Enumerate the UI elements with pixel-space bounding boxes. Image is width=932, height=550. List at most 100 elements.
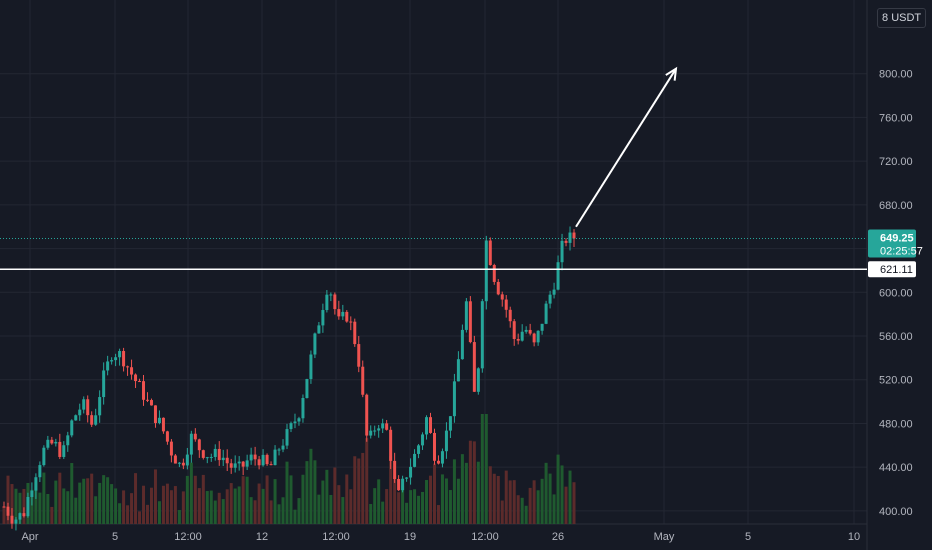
volume-bar [130, 493, 134, 524]
volume-bar [409, 490, 413, 524]
volume-bar [305, 461, 309, 524]
x-tick-label: 5 [745, 531, 751, 543]
volume-bar [126, 505, 130, 524]
candle-body [436, 460, 440, 464]
candle-body [520, 331, 524, 341]
candle-body [456, 359, 460, 382]
volume-bar [94, 496, 98, 524]
volume-bar [18, 492, 22, 524]
candle-body [349, 321, 353, 323]
volume-bar [249, 497, 253, 524]
volume-bar [421, 491, 425, 524]
volume-bar [10, 484, 14, 524]
candle-body [357, 344, 361, 367]
candle-body [540, 323, 544, 331]
candle-body [110, 360, 114, 362]
y-tick-label: 760.00 [879, 112, 913, 124]
settings-icon[interactable]: 8 [882, 12, 889, 24]
volume-bar [285, 461, 289, 524]
candle-body [142, 381, 146, 400]
volume-bar [98, 482, 102, 524]
volume-bar [425, 480, 429, 524]
volume-bar [257, 483, 261, 524]
volume-bar [552, 494, 556, 524]
y-tick-label: 560.00 [879, 331, 913, 343]
candle-body [301, 397, 305, 419]
volume-bar [317, 494, 321, 524]
volume-bar [102, 475, 106, 524]
candle-body [173, 455, 177, 464]
last-price-label: 649.25 [880, 232, 914, 244]
candle-body [114, 357, 118, 361]
candle-body [548, 294, 552, 304]
candle-body [78, 409, 82, 416]
volume-bar [245, 476, 249, 524]
volume-bar [205, 491, 209, 524]
volume-bar [217, 492, 221, 524]
candle-body [504, 299, 508, 310]
volume-bar [157, 501, 161, 524]
candle-body [421, 434, 425, 446]
volume-bar [532, 480, 536, 524]
candle-body [492, 265, 496, 282]
candle-body [281, 445, 285, 450]
volume-bar [389, 456, 393, 524]
candle-body [98, 397, 102, 416]
candle-body [285, 429, 289, 446]
candle-body [153, 405, 157, 424]
volume-bar [524, 505, 528, 524]
volume-bar [46, 493, 50, 524]
candle-body [460, 329, 464, 360]
candle-body [185, 454, 189, 466]
candle-body [165, 431, 169, 442]
volume-bar [313, 460, 317, 524]
candle-body [193, 433, 197, 440]
candle-body [2, 506, 6, 508]
candle-body [62, 445, 66, 457]
volume-bar [173, 486, 177, 524]
candle-body [293, 421, 297, 424]
volume-bar [325, 469, 329, 524]
candle-body [369, 430, 373, 436]
volume-bar [468, 440, 472, 524]
volume-bar [405, 502, 409, 524]
volume-bar [492, 473, 496, 524]
y-tick-label: 680.00 [879, 200, 913, 212]
candle-body [161, 417, 165, 432]
volume-bar [528, 487, 532, 524]
volume-bar [261, 488, 265, 524]
volume-bar [556, 454, 560, 524]
volume-bar [213, 500, 217, 524]
volume-bar [14, 488, 18, 524]
volume-bar [269, 500, 273, 524]
volume-bar [50, 506, 54, 524]
candle-body [30, 490, 34, 497]
candle-body [122, 351, 126, 367]
candle-body [138, 381, 142, 383]
candle-body [241, 461, 245, 467]
volume-bar [520, 497, 524, 524]
currency-selector[interactable]: 8 USDT [877, 8, 927, 28]
volume-bar [444, 478, 448, 524]
volume-bar [58, 472, 62, 524]
candle-body [130, 367, 134, 375]
volume-bar [508, 480, 512, 524]
volume-bar [432, 463, 436, 524]
candle-body [54, 441, 58, 444]
candle-body [536, 330, 540, 343]
volume-bar [337, 485, 341, 524]
y-tick-label: 440.00 [879, 462, 913, 474]
candle-body [425, 417, 429, 435]
volume-bar [488, 466, 492, 524]
candle-body [157, 417, 161, 424]
volume-bar [353, 456, 357, 524]
candle-body [201, 450, 205, 458]
volume-bar [185, 475, 189, 524]
x-tick-label: 5 [112, 531, 118, 543]
candle-body [516, 338, 520, 341]
volume-bar [568, 470, 572, 524]
candle-body [34, 477, 38, 491]
candle-body [86, 399, 90, 416]
